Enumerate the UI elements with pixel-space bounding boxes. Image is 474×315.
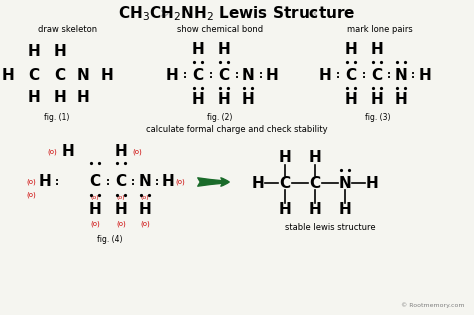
Text: H: H xyxy=(419,67,431,83)
Text: H: H xyxy=(191,93,204,107)
Text: (o): (o) xyxy=(140,221,150,227)
Text: H: H xyxy=(27,90,40,106)
Text: H: H xyxy=(319,67,331,83)
Text: H: H xyxy=(365,175,378,191)
Text: mark lone pairs: mark lone pairs xyxy=(347,26,413,35)
Text: H: H xyxy=(115,203,128,217)
Text: C: C xyxy=(372,67,383,83)
Text: H: H xyxy=(54,44,66,60)
Text: N: N xyxy=(138,175,151,190)
Text: (o): (o) xyxy=(117,196,125,201)
Text: :: : xyxy=(336,70,340,80)
Text: H: H xyxy=(1,67,14,83)
Text: «: « xyxy=(309,7,319,21)
Text: (o): (o) xyxy=(175,179,185,185)
Text: fig. (4): fig. (4) xyxy=(97,236,123,244)
Text: C: C xyxy=(90,175,100,190)
Text: H: H xyxy=(115,145,128,159)
Text: H: H xyxy=(89,203,101,217)
Text: (o): (o) xyxy=(132,149,142,155)
Text: H: H xyxy=(265,67,278,83)
Text: H: H xyxy=(242,93,255,107)
Text: C: C xyxy=(192,67,203,83)
Text: H: H xyxy=(38,175,51,190)
Text: H: H xyxy=(54,90,66,106)
Text: :: : xyxy=(183,70,187,80)
Text: C: C xyxy=(116,175,127,190)
Text: N: N xyxy=(395,67,407,83)
Text: H: H xyxy=(165,67,178,83)
Text: H: H xyxy=(218,93,230,107)
Text: stable lewis structure: stable lewis structure xyxy=(285,224,375,232)
Text: :: : xyxy=(259,70,263,80)
Text: H: H xyxy=(279,203,292,217)
Text: C: C xyxy=(346,67,356,83)
Text: :: : xyxy=(131,177,135,187)
Text: H: H xyxy=(27,44,40,60)
Text: draw skeleton: draw skeleton xyxy=(38,26,98,35)
Text: (o): (o) xyxy=(26,179,36,185)
Text: H: H xyxy=(309,203,321,217)
Text: H: H xyxy=(345,93,357,107)
Text: H: H xyxy=(162,175,174,190)
Text: C: C xyxy=(55,67,65,83)
Text: C: C xyxy=(219,67,229,83)
Text: N: N xyxy=(77,67,90,83)
Text: H: H xyxy=(218,43,230,58)
Text: »: » xyxy=(160,7,170,21)
Text: CH$_3$CH$_2$NH$_2$ Lewis Structure: CH$_3$CH$_2$NH$_2$ Lewis Structure xyxy=(118,5,356,23)
Text: (o): (o) xyxy=(90,221,100,227)
Text: show chemical bond: show chemical bond xyxy=(177,26,263,35)
Text: calculate formal charge and check stability: calculate formal charge and check stabil… xyxy=(146,125,328,135)
Text: :: : xyxy=(209,70,213,80)
Text: H: H xyxy=(338,203,351,217)
Text: :: : xyxy=(362,70,366,80)
Text: :: : xyxy=(155,177,159,187)
Text: fig. (2): fig. (2) xyxy=(207,112,233,122)
Text: C: C xyxy=(310,175,320,191)
Text: H: H xyxy=(279,151,292,165)
Text: H: H xyxy=(309,151,321,165)
Text: fig. (1): fig. (1) xyxy=(44,112,70,122)
Text: H: H xyxy=(62,145,74,159)
Text: H: H xyxy=(77,90,90,106)
Text: N: N xyxy=(338,175,351,191)
Text: (o): (o) xyxy=(26,192,36,198)
Text: (o): (o) xyxy=(116,221,126,227)
Text: (o): (o) xyxy=(91,196,100,201)
Text: :: : xyxy=(55,177,59,187)
Text: © Rootmemory.com: © Rootmemory.com xyxy=(401,302,465,308)
Text: :: : xyxy=(235,70,239,80)
Text: :: : xyxy=(387,70,391,80)
Text: H: H xyxy=(371,43,383,58)
Text: H: H xyxy=(395,93,407,107)
Text: H: H xyxy=(371,93,383,107)
Text: H: H xyxy=(345,43,357,58)
Text: C: C xyxy=(28,67,39,83)
Text: fig. (3): fig. (3) xyxy=(365,112,391,122)
Text: H: H xyxy=(191,43,204,58)
Text: (o): (o) xyxy=(47,149,57,155)
Text: H: H xyxy=(100,67,113,83)
Text: H: H xyxy=(138,203,151,217)
Text: H: H xyxy=(252,175,264,191)
Text: C: C xyxy=(280,175,291,191)
Text: N: N xyxy=(242,67,255,83)
Text: :: : xyxy=(411,70,415,80)
Text: :: : xyxy=(106,177,110,187)
Text: (o): (o) xyxy=(141,196,149,201)
